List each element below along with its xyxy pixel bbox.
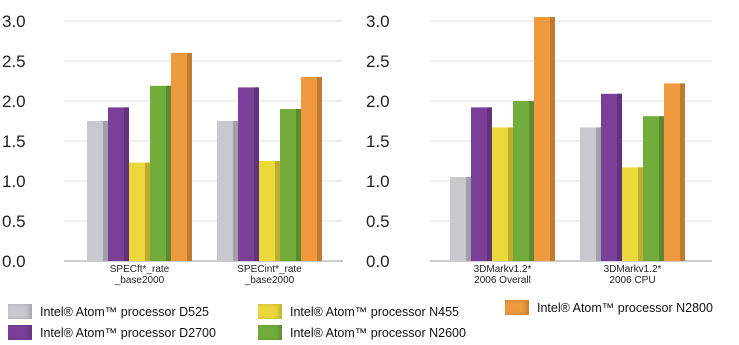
bar — [643, 116, 664, 261]
y-tick-label: 1.5 — [2, 132, 26, 151]
bar-shade — [317, 77, 322, 261]
y-tick-label: 0.5 — [2, 212, 26, 231]
bar — [664, 83, 685, 262]
y-tick-label: 3.0 — [2, 12, 26, 31]
y-tick-label: 2.0 — [366, 92, 390, 111]
bar — [87, 121, 108, 261]
legend-item-d2700: Intel® Atom™ processor D2700 — [8, 325, 216, 340]
legend-swatch-d2700 — [8, 325, 32, 340]
chart-svg: 0.00.51.01.52.02.53.0SPECft*_rate_base20… — [2, 12, 712, 286]
legend-swatch-n455 — [258, 304, 282, 319]
category-label: SPECft*_rate — [110, 264, 170, 275]
category-label: 2006 Overall — [474, 275, 531, 286]
y-tick-label: 1.0 — [366, 172, 390, 191]
bar — [150, 85, 171, 261]
y-tick-label: 0.0 — [366, 252, 390, 271]
y-tick-label: 2.0 — [2, 92, 26, 111]
bar-shade — [166, 85, 171, 261]
bar — [129, 162, 150, 261]
legend-item-d525: Intel® Atom™ processor D525 — [8, 304, 209, 319]
bar-shade — [659, 116, 664, 261]
legend-swatch-n2600 — [258, 325, 282, 340]
bar-shade — [529, 101, 534, 261]
legend-label-n2800: Intel® Atom™ processor N2800 — [537, 300, 713, 315]
bar-shade — [103, 121, 108, 261]
bar — [108, 107, 129, 262]
bar — [301, 77, 322, 261]
legend-item-n2600: Intel® Atom™ processor N2600 — [258, 325, 466, 340]
y-tick-label: 3.0 — [366, 12, 390, 31]
bar-shade — [466, 177, 471, 261]
bar — [238, 87, 259, 262]
bar — [492, 127, 513, 262]
bar — [217, 121, 238, 261]
legend-label-n2600: Intel® Atom™ processor N2600 — [290, 325, 466, 340]
y-tick-label: 2.5 — [2, 52, 26, 71]
legend-item-n455: Intel® Atom™ processor N455 — [258, 304, 459, 319]
bar-shade — [487, 107, 492, 262]
category-label: 2006 CPU — [609, 275, 655, 286]
bar-shade — [596, 127, 601, 262]
bar-shade — [617, 93, 622, 261]
bar — [280, 109, 301, 261]
bar-shade — [508, 127, 513, 262]
bar — [601, 93, 622, 261]
category-label: 3DMarkv1.2* — [604, 264, 662, 275]
bar — [471, 107, 492, 262]
bar-shade — [124, 107, 129, 262]
category-label: SPECint*_rate — [237, 264, 302, 275]
bar-shade — [145, 162, 150, 261]
legend-label-n455: Intel® Atom™ processor N455 — [290, 304, 460, 319]
bar-shade — [233, 121, 238, 261]
y-tick-label: 0.5 — [366, 212, 390, 231]
y-tick-label: 2.5 — [366, 52, 390, 71]
bar-shade — [638, 167, 643, 261]
bar-shade — [550, 17, 555, 261]
y-tick-label: 1.5 — [366, 132, 390, 151]
category-label: _base2000 — [244, 275, 295, 286]
y-tick-label: 1.0 — [2, 172, 26, 191]
bar-shade — [680, 83, 685, 262]
legend-swatch-d525 — [8, 304, 32, 319]
bar-shade — [275, 161, 280, 261]
bar — [534, 17, 555, 261]
y-tick-label: 0.0 — [2, 252, 26, 271]
category-label: 3DMarkv1.2* — [474, 264, 532, 275]
legend: Intel® Atom™ processor D525 Intel® Atom™… — [0, 298, 739, 345]
bar — [580, 127, 601, 262]
bar — [622, 167, 643, 261]
legend-label-d525: Intel® Atom™ processor D525 — [40, 304, 210, 319]
bar-shade — [296, 109, 301, 261]
bar-shade — [187, 53, 192, 261]
category-label: _base2000 — [114, 275, 165, 286]
bar — [171, 53, 192, 261]
legend-label-d2700: Intel® Atom™ processor D2700 — [40, 325, 216, 340]
bar — [513, 101, 534, 261]
bar — [450, 177, 471, 261]
bar-shade — [254, 87, 259, 262]
legend-swatch-n2800 — [505, 300, 529, 315]
legend-item-n2800: Intel® Atom™ processor N2800 — [505, 300, 713, 315]
bar — [259, 161, 280, 261]
